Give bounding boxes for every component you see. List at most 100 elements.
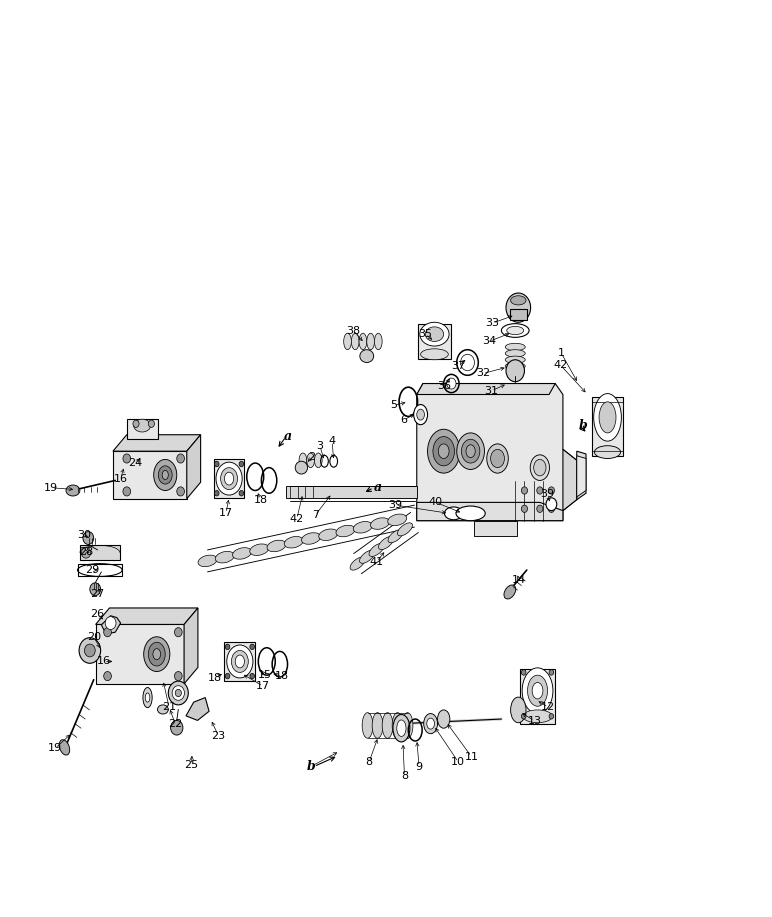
Ellipse shape — [527, 675, 547, 706]
Circle shape — [174, 627, 182, 636]
Ellipse shape — [145, 693, 150, 702]
Polygon shape — [113, 435, 201, 451]
Ellipse shape — [397, 720, 406, 736]
Polygon shape — [184, 608, 198, 684]
Polygon shape — [101, 615, 120, 634]
Ellipse shape — [144, 636, 170, 671]
Circle shape — [123, 454, 130, 463]
Ellipse shape — [267, 540, 286, 552]
Circle shape — [521, 669, 526, 675]
Text: 37: 37 — [452, 361, 466, 371]
Bar — [520, 668, 555, 724]
Ellipse shape — [374, 333, 382, 349]
Ellipse shape — [438, 444, 449, 458]
Ellipse shape — [153, 648, 161, 659]
Ellipse shape — [530, 455, 550, 481]
Circle shape — [215, 461, 219, 467]
Bar — [127, 419, 157, 439]
Ellipse shape — [505, 349, 525, 357]
Text: 21: 21 — [162, 702, 176, 713]
Ellipse shape — [299, 453, 306, 468]
Ellipse shape — [306, 453, 314, 468]
Ellipse shape — [66, 485, 80, 496]
Text: 13: 13 — [527, 716, 541, 726]
Ellipse shape — [461, 354, 475, 370]
Ellipse shape — [157, 705, 168, 714]
Ellipse shape — [143, 688, 152, 708]
Ellipse shape — [172, 686, 185, 701]
Ellipse shape — [382, 713, 393, 738]
Ellipse shape — [393, 714, 410, 742]
Ellipse shape — [362, 713, 373, 738]
Circle shape — [103, 627, 111, 636]
Text: 7: 7 — [312, 510, 319, 520]
Ellipse shape — [148, 642, 165, 666]
Text: 32: 32 — [476, 369, 490, 379]
Ellipse shape — [388, 530, 403, 543]
Circle shape — [133, 420, 139, 427]
Circle shape — [79, 637, 100, 663]
Circle shape — [225, 673, 230, 679]
Circle shape — [174, 671, 182, 680]
Circle shape — [521, 505, 527, 513]
Ellipse shape — [232, 650, 249, 672]
Bar — [96, 624, 184, 684]
Ellipse shape — [59, 740, 69, 755]
Circle shape — [549, 713, 554, 719]
Ellipse shape — [414, 404, 428, 425]
Ellipse shape — [175, 690, 181, 697]
Ellipse shape — [505, 343, 525, 350]
Text: 25: 25 — [185, 760, 198, 769]
Ellipse shape — [378, 536, 394, 549]
Circle shape — [239, 491, 244, 496]
Text: 18: 18 — [253, 494, 268, 504]
Ellipse shape — [487, 444, 508, 473]
Ellipse shape — [168, 681, 188, 705]
Ellipse shape — [505, 362, 525, 370]
Ellipse shape — [354, 522, 372, 533]
Polygon shape — [417, 383, 555, 394]
Polygon shape — [187, 435, 201, 499]
Text: 15: 15 — [258, 670, 273, 680]
Ellipse shape — [594, 393, 621, 441]
Ellipse shape — [372, 713, 383, 738]
Ellipse shape — [428, 429, 460, 473]
Text: 16: 16 — [96, 657, 110, 667]
Text: b: b — [578, 419, 587, 432]
Ellipse shape — [425, 326, 444, 341]
Text: 35: 35 — [418, 329, 432, 339]
Polygon shape — [577, 456, 586, 497]
Bar — [418, 324, 451, 359]
Ellipse shape — [392, 713, 403, 738]
Ellipse shape — [158, 466, 172, 484]
Text: 11: 11 — [465, 752, 479, 761]
Ellipse shape — [447, 378, 456, 389]
Text: 39: 39 — [540, 489, 554, 499]
Ellipse shape — [504, 585, 516, 599]
Circle shape — [148, 420, 154, 427]
Text: 18: 18 — [208, 673, 222, 683]
Text: 12: 12 — [541, 702, 555, 713]
Text: 19: 19 — [44, 482, 59, 492]
Text: 28: 28 — [79, 547, 93, 557]
Text: 27: 27 — [90, 589, 104, 599]
Bar — [77, 564, 122, 577]
Circle shape — [177, 454, 185, 463]
Text: 36: 36 — [438, 381, 452, 392]
Ellipse shape — [215, 551, 234, 563]
Circle shape — [225, 644, 230, 649]
Text: 17: 17 — [219, 508, 233, 518]
Bar — [510, 309, 527, 320]
Ellipse shape — [319, 529, 337, 540]
Polygon shape — [563, 449, 577, 511]
Ellipse shape — [424, 713, 438, 734]
Circle shape — [537, 487, 543, 494]
Circle shape — [250, 644, 255, 649]
Circle shape — [549, 669, 554, 675]
Ellipse shape — [398, 523, 412, 536]
Ellipse shape — [501, 324, 529, 337]
Ellipse shape — [417, 409, 425, 420]
Ellipse shape — [532, 682, 543, 699]
Ellipse shape — [523, 710, 552, 723]
Circle shape — [546, 498, 557, 511]
